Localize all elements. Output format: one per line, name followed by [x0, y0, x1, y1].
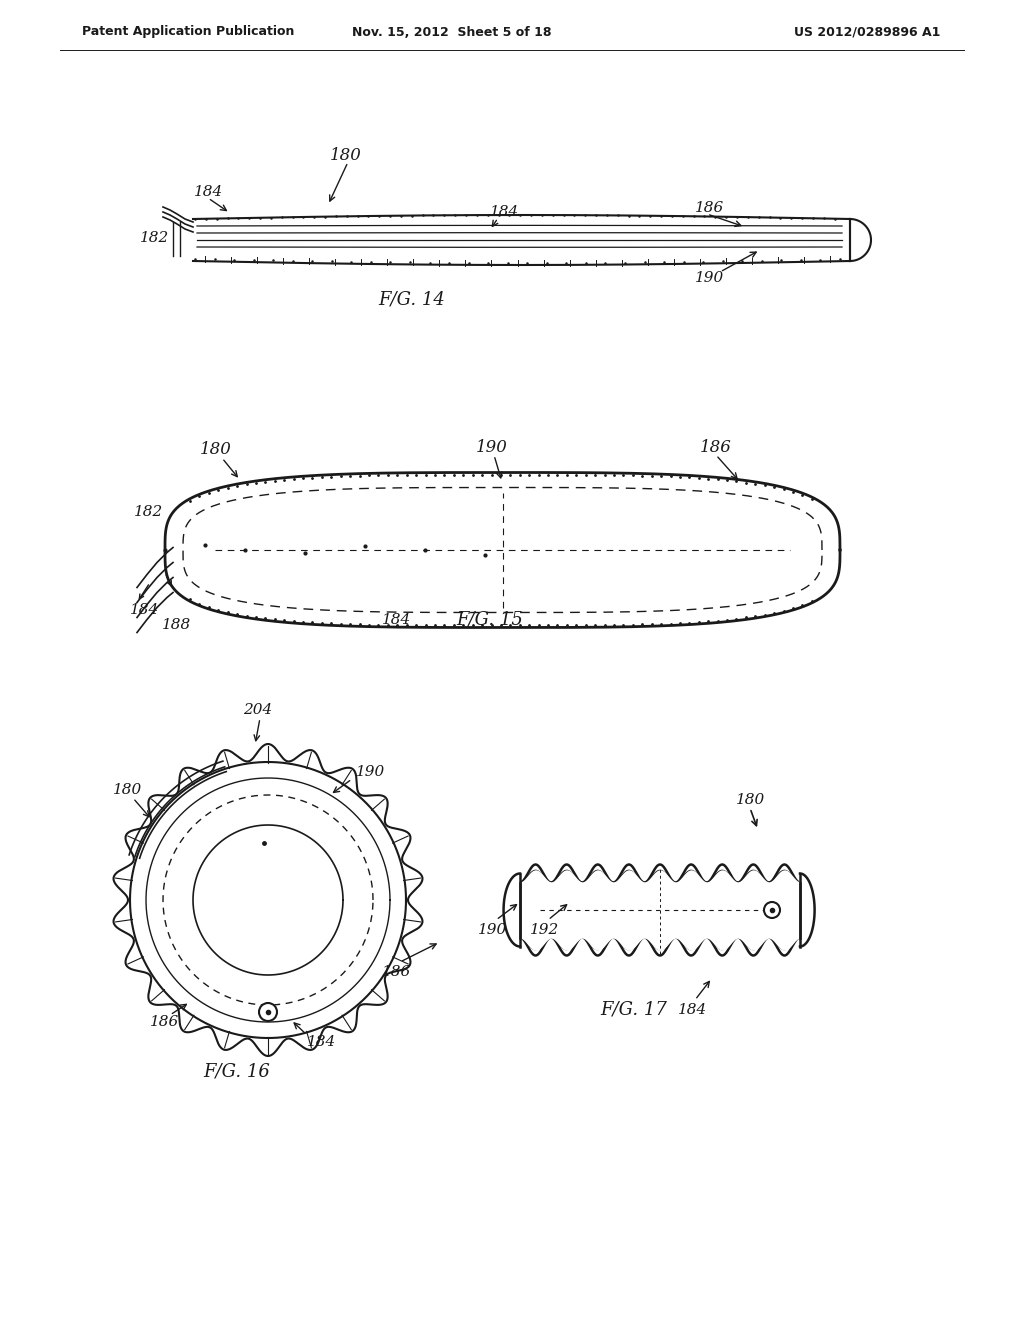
Text: 190: 190: [356, 766, 385, 779]
Text: 184: 184: [490, 205, 519, 219]
Text: Nov. 15, 2012  Sheet 5 of 18: Nov. 15, 2012 Sheet 5 of 18: [352, 25, 552, 38]
Circle shape: [764, 902, 780, 917]
Text: 188: 188: [162, 618, 191, 632]
Text: 184: 184: [194, 185, 223, 199]
Text: F/G. 16: F/G. 16: [203, 1063, 270, 1081]
Text: 184: 184: [130, 603, 160, 616]
Text: 204: 204: [243, 704, 272, 717]
Text: 182: 182: [140, 231, 169, 246]
Polygon shape: [520, 865, 800, 956]
Text: 180: 180: [113, 783, 142, 797]
Text: US 2012/0289896 A1: US 2012/0289896 A1: [794, 25, 940, 38]
Text: 190: 190: [695, 271, 724, 285]
Text: 182: 182: [134, 506, 163, 519]
Polygon shape: [800, 874, 815, 946]
Text: 184: 184: [382, 612, 412, 627]
Text: 184: 184: [678, 1003, 708, 1016]
Polygon shape: [504, 874, 520, 946]
Circle shape: [259, 1003, 278, 1020]
Text: 180: 180: [736, 793, 765, 807]
Text: F/G. 15: F/G. 15: [456, 611, 523, 630]
Polygon shape: [130, 762, 406, 1038]
Text: F/G. 17: F/G. 17: [600, 1001, 667, 1019]
Text: 190: 190: [476, 440, 508, 457]
Text: 186: 186: [700, 440, 732, 457]
Text: Patent Application Publication: Patent Application Publication: [82, 25, 294, 38]
Text: 180: 180: [200, 441, 231, 458]
Text: 180: 180: [330, 147, 361, 164]
Polygon shape: [193, 825, 343, 975]
Text: 190: 190: [478, 923, 507, 937]
Text: 186: 186: [150, 1015, 179, 1030]
Polygon shape: [165, 473, 840, 627]
Text: 186: 186: [695, 201, 724, 215]
Text: 184: 184: [307, 1035, 336, 1049]
Text: 192: 192: [530, 923, 559, 937]
Text: 186: 186: [382, 965, 412, 979]
Text: F/G. 14: F/G. 14: [378, 290, 444, 309]
Polygon shape: [193, 215, 871, 265]
Polygon shape: [114, 744, 423, 1056]
